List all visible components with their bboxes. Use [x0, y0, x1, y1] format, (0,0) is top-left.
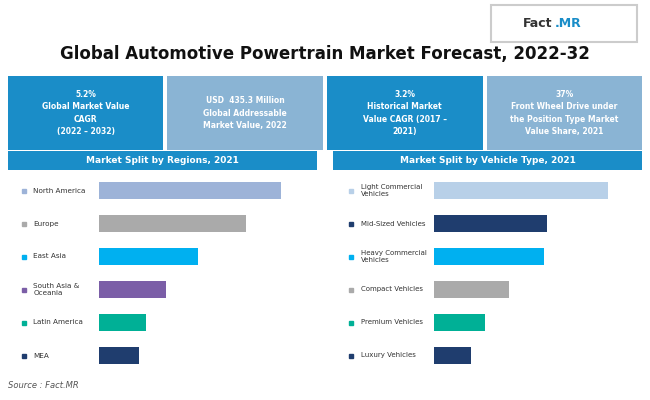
Bar	[99, 248, 198, 265]
Text: Source : Fact.MR: Source : Fact.MR	[8, 382, 79, 390]
Text: Market Split by Regions, 2021: Market Split by Regions, 2021	[86, 156, 239, 165]
Text: Luxury Vehicles: Luxury Vehicles	[361, 352, 416, 358]
Text: USD  435.3 Million
Global Addressable
Market Value, 2022: USD 435.3 Million Global Addressable Mar…	[203, 96, 287, 130]
Text: 5.2%
Global Market Value
CAGR
(2022 – 2032): 5.2% Global Market Value CAGR (2022 – 20…	[42, 90, 129, 136]
Bar	[434, 182, 608, 199]
Text: Compact Vehicles: Compact Vehicles	[361, 286, 423, 292]
Text: Global Automotive Powertrain Market Forecast, 2022-32: Global Automotive Powertrain Market Fore…	[60, 45, 590, 63]
Text: Mid-Sized Vehicles: Mid-Sized Vehicles	[361, 220, 426, 226]
Text: 3.2%
Historical Market
Value CAGR (2017 –
2021): 3.2% Historical Market Value CAGR (2017 …	[363, 90, 447, 136]
Bar	[99, 182, 281, 199]
Text: Light Commercial
Vehicles: Light Commercial Vehicles	[361, 184, 423, 197]
Text: Latin America: Latin America	[33, 320, 83, 326]
Text: Premium Vehicles: Premium Vehicles	[361, 320, 423, 326]
Bar	[99, 281, 166, 298]
Bar	[434, 215, 547, 232]
Bar	[434, 347, 471, 364]
Text: .MR: .MR	[555, 17, 582, 30]
Bar	[99, 215, 246, 232]
Text: 37%
Front Wheel Drive under
the Position Type Market
Value Share, 2021: 37% Front Wheel Drive under the Position…	[510, 90, 619, 136]
Bar	[99, 314, 146, 331]
Text: MEA: MEA	[33, 352, 49, 358]
Bar	[434, 248, 543, 265]
Bar	[434, 281, 510, 298]
Text: East Asia: East Asia	[33, 254, 66, 260]
Text: Market Split by Vehicle Type, 2021: Market Split by Vehicle Type, 2021	[400, 156, 575, 165]
Text: Fact: Fact	[523, 17, 552, 30]
Text: Europe: Europe	[33, 220, 59, 226]
Text: South Asia &
Oceania: South Asia & Oceania	[33, 283, 80, 296]
Text: Heavy Commercial
Vehicles: Heavy Commercial Vehicles	[361, 250, 427, 263]
Text: North America: North America	[33, 188, 86, 194]
Bar	[99, 347, 138, 364]
Bar	[434, 314, 485, 331]
